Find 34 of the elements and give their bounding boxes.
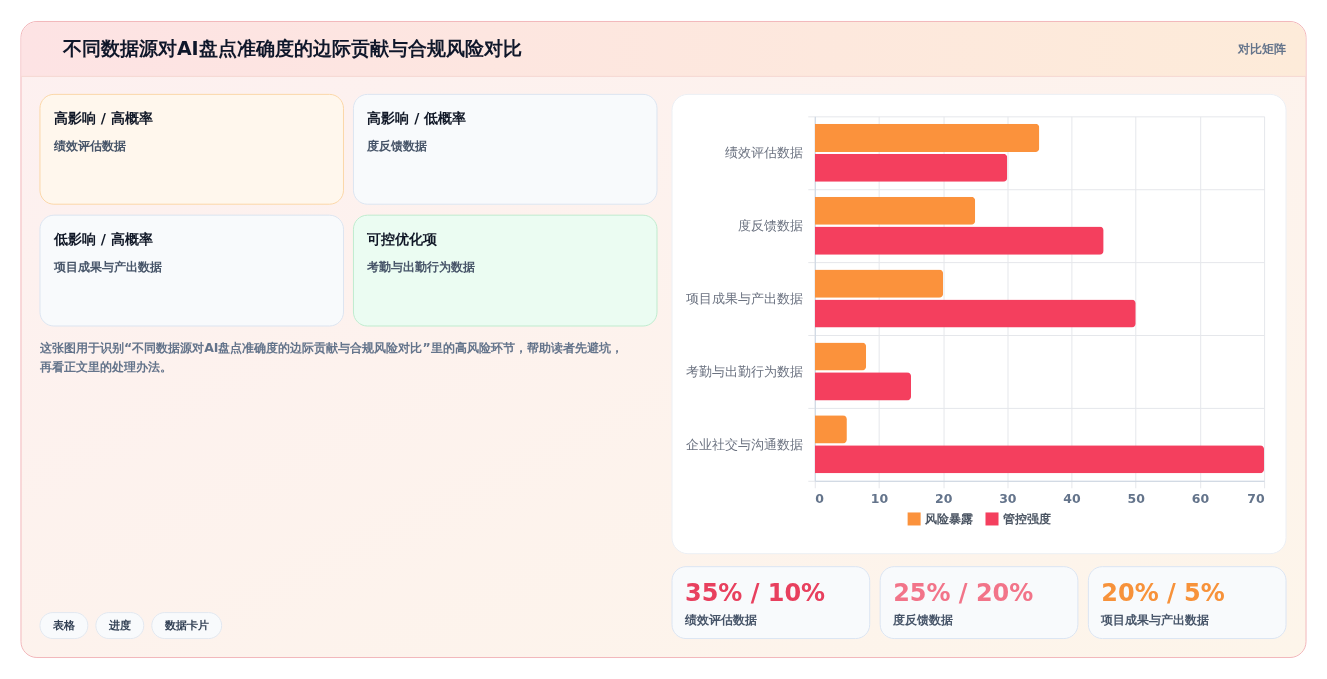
text: 不同数据源对AI盘点准确度的边际贡献与合规风险对比 [61, 37, 522, 60]
x-tick-label: 30 [999, 491, 1017, 507]
y-tick-label: 度反馈数据 [738, 218, 804, 234]
text: 项目成果与产出数据 [1100, 612, 1210, 627]
text: 低影响 / 高概率 [52, 231, 153, 248]
y-tick-label: 企业社交与沟通数据 [686, 436, 804, 452]
text: 25% / 20% [893, 578, 1034, 607]
text: 度反馈数据 [366, 138, 428, 154]
text: 可控优化项 [366, 231, 439, 248]
text: 20% / 5% [1101, 578, 1225, 607]
x-tick-label: 70 [1247, 491, 1265, 507]
text: 进度 [107, 618, 131, 632]
text: 高影响 / 高概率 [53, 110, 153, 127]
text: 考勤与出勤行为数据 [366, 259, 476, 275]
y-tick-label: 考勤与出勤行为数据 [686, 363, 804, 379]
text: 项目成果与产出数据 [52, 259, 162, 275]
text: 高影响 / 低概率 [367, 110, 467, 127]
text: 对比矩阵 [1237, 42, 1287, 57]
x-tick-label: 40 [1063, 491, 1082, 507]
text: 35% / 10% [684, 578, 826, 607]
x-tick-label: 20 [934, 491, 953, 507]
text: 绩效评估数据 [52, 138, 126, 154]
y-tick-label: 项目成果与产出数据 [686, 291, 804, 307]
x-tick-label: 0 [815, 491, 825, 507]
y-tick-label: 绩效评估数据 [725, 145, 804, 161]
text: 这张图用于识别“不同数据源对AI盘点准确度的边际贡献与合规风险对比”里的高风险环节，帮助读者先避坑，再看正文里的处理办法。 [38, 339, 623, 374]
legend-label: 管控强度 [1001, 511, 1051, 526]
legend-label: 风险暴露 [924, 511, 974, 526]
x-tick-label: 60 [1191, 491, 1210, 507]
text: 数据卡片 [163, 618, 209, 632]
text: 表格 [51, 618, 76, 632]
x-tick-label: 50 [1127, 491, 1146, 507]
x-tick-label: 10 [870, 491, 889, 507]
text: 度反馈数据 [892, 612, 954, 627]
